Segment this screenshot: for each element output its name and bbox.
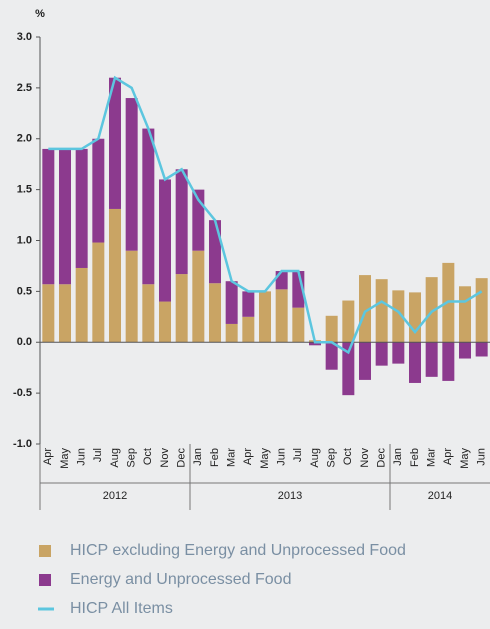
bar	[142, 128, 155, 285]
bar	[125, 98, 138, 251]
bar	[292, 307, 305, 343]
bar	[375, 279, 388, 343]
bar	[92, 138, 105, 243]
bar	[375, 342, 388, 366]
bar	[325, 315, 338, 343]
legend-label: Energy and Unprocessed Food	[70, 571, 291, 588]
bar	[209, 283, 221, 343]
bar	[209, 220, 221, 284]
bar	[409, 292, 421, 343]
group-label: 2012	[103, 490, 127, 502]
bar	[225, 281, 238, 324]
x-tick-label: Jun	[476, 448, 488, 466]
bar	[109, 77, 121, 209]
bar	[159, 301, 171, 343]
x-tick-label: Apr	[442, 448, 454, 465]
bar	[225, 323, 238, 343]
x-tick-label: Feb	[409, 448, 421, 467]
bar	[109, 208, 121, 343]
bar	[59, 284, 71, 343]
y-tick-label: 0.5	[17, 285, 32, 297]
x-tick-label: Jul	[92, 448, 104, 462]
x-tick-label: Nov	[359, 448, 371, 468]
bar	[175, 169, 188, 275]
bar	[159, 179, 171, 302]
bar	[75, 148, 88, 268]
bar	[459, 286, 471, 343]
bar	[192, 250, 205, 343]
bar	[242, 291, 255, 317]
legend-swatch	[39, 545, 51, 557]
y-tick-label: -1.0	[13, 438, 32, 450]
x-tick-label: Oct	[142, 448, 154, 465]
x-tick-label: May	[259, 448, 271, 469]
bar	[242, 316, 255, 343]
bar	[275, 289, 288, 343]
group-label: 2013	[278, 490, 302, 502]
y-unit: %	[35, 8, 45, 20]
bar	[392, 342, 405, 364]
bar	[459, 342, 471, 359]
x-tick-label: Jun	[276, 448, 288, 466]
legend-swatch	[39, 574, 51, 586]
y-tick-label: 3.0	[17, 31, 32, 43]
x-tick-label: May	[59, 448, 71, 469]
bar	[75, 267, 88, 343]
bar	[325, 342, 338, 370]
legend-label: HICP excluding Energy and Unprocessed Fo…	[70, 542, 406, 559]
bar	[425, 342, 438, 377]
bar	[359, 342, 371, 380]
bar	[125, 250, 138, 343]
y-tick-label: 0.0	[17, 336, 32, 348]
bar	[92, 242, 105, 343]
x-tick-label: Dec	[376, 448, 388, 468]
bar	[309, 342, 321, 346]
y-tick-label: 1.0	[17, 234, 32, 246]
x-tick-label: Jul	[292, 448, 304, 462]
x-tick-label: Oct	[342, 448, 354, 465]
line	[48, 75, 483, 355]
x-tick-label: Mar	[426, 448, 438, 467]
y-tick-label: 2.5	[17, 82, 32, 94]
bar	[409, 342, 421, 383]
x-tick-label: Jan	[192, 448, 204, 466]
bar	[142, 284, 155, 343]
bar	[42, 284, 55, 343]
bar	[175, 274, 188, 343]
x-tick-label: Sep	[326, 448, 338, 468]
x-tick-label: Mar	[226, 448, 238, 467]
x-tick-label: Aug	[309, 448, 321, 468]
x-tick-label: Jan	[392, 448, 404, 466]
bar	[425, 277, 438, 343]
bar	[475, 342, 488, 357]
bar	[392, 290, 405, 343]
bar	[342, 342, 355, 396]
x-tick-label: Nov	[159, 448, 171, 468]
y-tick-label: -0.5	[13, 387, 32, 399]
group-label: 2014	[428, 490, 452, 502]
x-tick-label: Apr	[242, 448, 254, 465]
bar	[342, 300, 355, 343]
bar	[275, 271, 288, 290]
x-tick-label: Aug	[109, 448, 121, 468]
bar	[442, 342, 455, 381]
y-tick-label: 2.0	[17, 133, 32, 145]
bar	[59, 148, 71, 285]
bar	[359, 275, 371, 343]
x-tick-label: Sep	[126, 448, 138, 468]
x-tick-label: May	[459, 448, 471, 469]
x-tick-label: Feb	[209, 448, 221, 467]
bar	[259, 291, 271, 343]
x-tick-label: Jun	[76, 448, 88, 466]
legend-label: HICP All Items	[70, 600, 173, 617]
x-tick-label: Apr	[42, 448, 54, 465]
bar	[42, 148, 55, 285]
x-tick-label: Dec	[176, 448, 188, 468]
bar	[475, 278, 488, 343]
y-tick-label: 1.5	[17, 184, 32, 196]
